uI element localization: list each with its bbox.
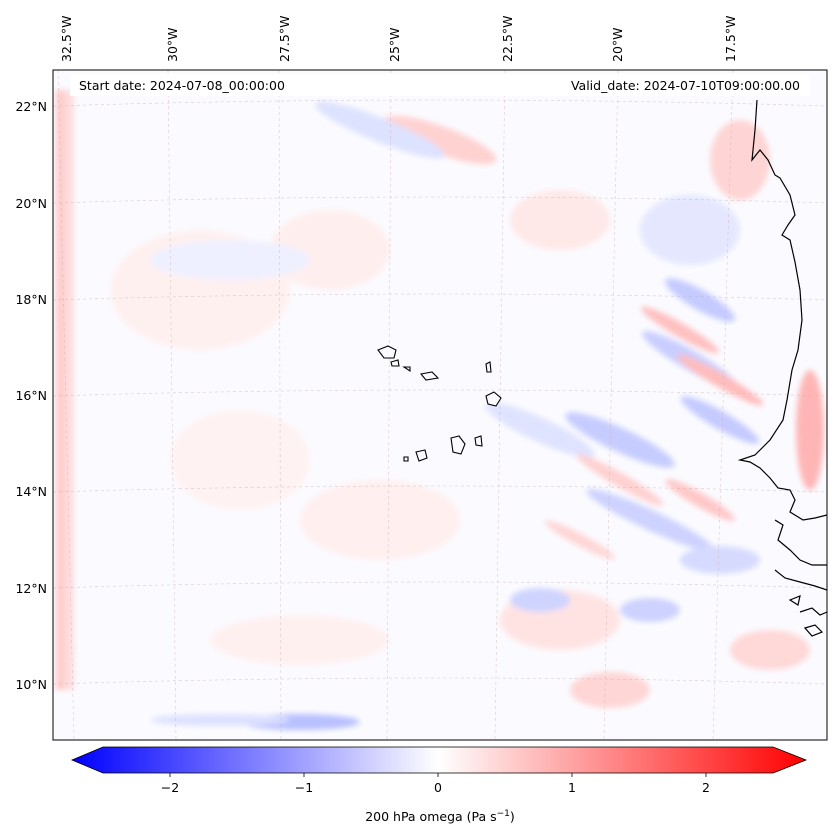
island xyxy=(485,361,492,373)
lon-tick: 22.5°W xyxy=(500,16,515,62)
island xyxy=(474,435,483,447)
lon-tick: 32.5°W xyxy=(59,16,74,62)
lat-tick: 14°N xyxy=(15,484,47,499)
header-strip xyxy=(70,74,810,96)
coastline xyxy=(737,99,827,637)
lon-tick: 25°W xyxy=(387,27,402,62)
colorbar: −2 −1 0 1 2 200 hPa omega (Pa s−1) xyxy=(70,746,808,824)
lon-tick: 17.5°W xyxy=(723,16,738,62)
cape-verde-islands xyxy=(377,345,502,462)
lon-tick: 20°W xyxy=(610,27,625,62)
island xyxy=(402,366,411,373)
colorbar-ticks: −2 −1 0 1 2 xyxy=(161,773,710,795)
colorbar-tick-label: 0 xyxy=(434,780,442,795)
latitude-ticks: 22°N 20°N 18°N 16°N 14°N 12°N 10°N xyxy=(15,99,47,692)
colorbar-tick-label: 1 xyxy=(568,780,576,795)
colorbar-label-main: 200 hPa omega (Pa s xyxy=(365,809,496,824)
colorbar-tick-label: 2 xyxy=(702,780,710,795)
lat-tick: 12°N xyxy=(15,581,47,596)
lon-tick: 27.5°W xyxy=(277,16,292,62)
island xyxy=(390,359,400,367)
island xyxy=(485,391,502,407)
longitude-ticks: 32.5°W 30°W 27.5°W 25°W 22.5°W 20°W 17.5… xyxy=(59,16,738,62)
lat-tick: 20°N xyxy=(15,196,47,211)
map-panel: Start date: 2024-07-08_00:00:00 Valid_da… xyxy=(15,16,828,741)
lat-tick: 10°N xyxy=(15,677,47,692)
island xyxy=(450,435,466,455)
colorbar-tick-label: −2 xyxy=(161,780,179,795)
start-date-label: Start date: 2024-07-08_00:00:00 xyxy=(79,78,285,93)
colorbar-tick-label: −1 xyxy=(295,780,313,795)
valid-date-label: Valid_date: 2024-07-10T09:00:00.00 xyxy=(571,78,800,93)
island xyxy=(403,456,409,462)
island xyxy=(377,345,397,359)
lat-tick: 18°N xyxy=(15,292,47,307)
graticule xyxy=(53,70,827,740)
colorbar-label: 200 hPa omega (Pa s−1) xyxy=(365,809,515,824)
lon-tick: 30°W xyxy=(165,27,180,62)
omega-field xyxy=(56,90,824,730)
colorbar-label-close: ) xyxy=(510,809,515,824)
lat-tick: 22°N xyxy=(15,99,47,114)
island xyxy=(419,371,440,381)
lat-tick: 16°N xyxy=(15,388,47,403)
colorbar-label-exponent: −1 xyxy=(497,809,510,819)
island xyxy=(415,449,428,462)
colorbar-body xyxy=(70,746,808,774)
map-frame xyxy=(52,69,828,741)
